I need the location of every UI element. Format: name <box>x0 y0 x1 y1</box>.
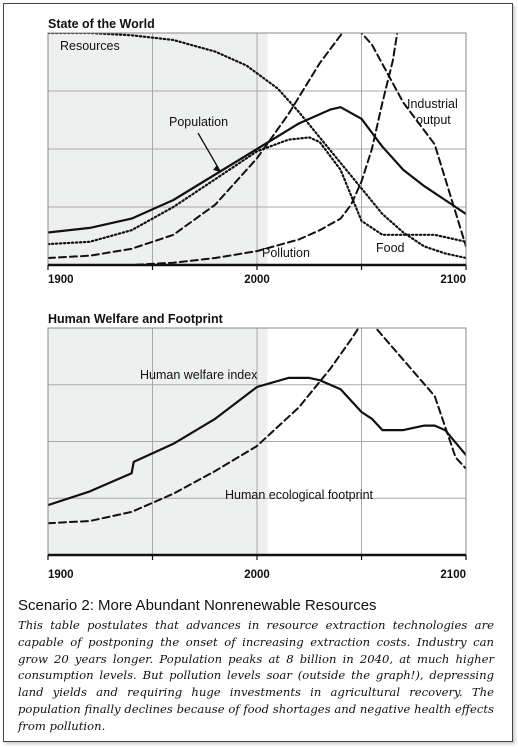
caption-body: This table postulates that advances in r… <box>18 618 494 733</box>
chart1-population-pointer <box>197 132 221 172</box>
chart1-label-pollution: Pollution <box>262 246 310 260</box>
chart1-series-pollution <box>48 33 399 265</box>
chart2-x-tick-label: 2100 <box>440 569 466 581</box>
chart2-plot: 1900 2000 2100 <box>47 327 467 581</box>
chart1-series-population <box>48 106 466 234</box>
chart2-label-footprint: Human ecological footprint <box>225 488 374 502</box>
chart1-x-tick-label: 2000 <box>244 274 270 286</box>
caption-title: Scenario 2: More Abundant Nonrenewable R… <box>18 597 377 614</box>
chart1-label-industrial-1: Industrial <box>407 97 458 111</box>
chart1-label-industrial-2: output <box>416 113 451 127</box>
chart2-x-tick-label: 2000 <box>244 569 270 581</box>
chart1-population-pointer-head <box>213 165 221 172</box>
chart2-series-human-ecological-footprint <box>48 328 466 525</box>
chart2-series-human-welfare-index <box>48 376 466 507</box>
chart2-x-tick-label: 1900 <box>48 569 74 581</box>
chart2-title: Human Welfare and Footprint <box>48 312 223 326</box>
chart1-series-industrial-output <box>48 33 466 259</box>
chart1-label-population: Population <box>169 115 228 129</box>
chart1-x-tick-label: 1900 <box>48 274 74 286</box>
chart1-x-tick-label: 2100 <box>440 274 466 286</box>
chart1-plot: 1900 2000 2100 <box>47 32 467 286</box>
chart1-title: State of the World <box>48 17 155 31</box>
chart1-label-food: Food <box>376 241 405 255</box>
chart1-series-food <box>48 136 466 246</box>
chart1-label-resources: Resources <box>60 39 120 53</box>
chart2-label-welfare: Human welfare index <box>140 368 258 382</box>
chart1-series-resources <box>48 33 466 260</box>
